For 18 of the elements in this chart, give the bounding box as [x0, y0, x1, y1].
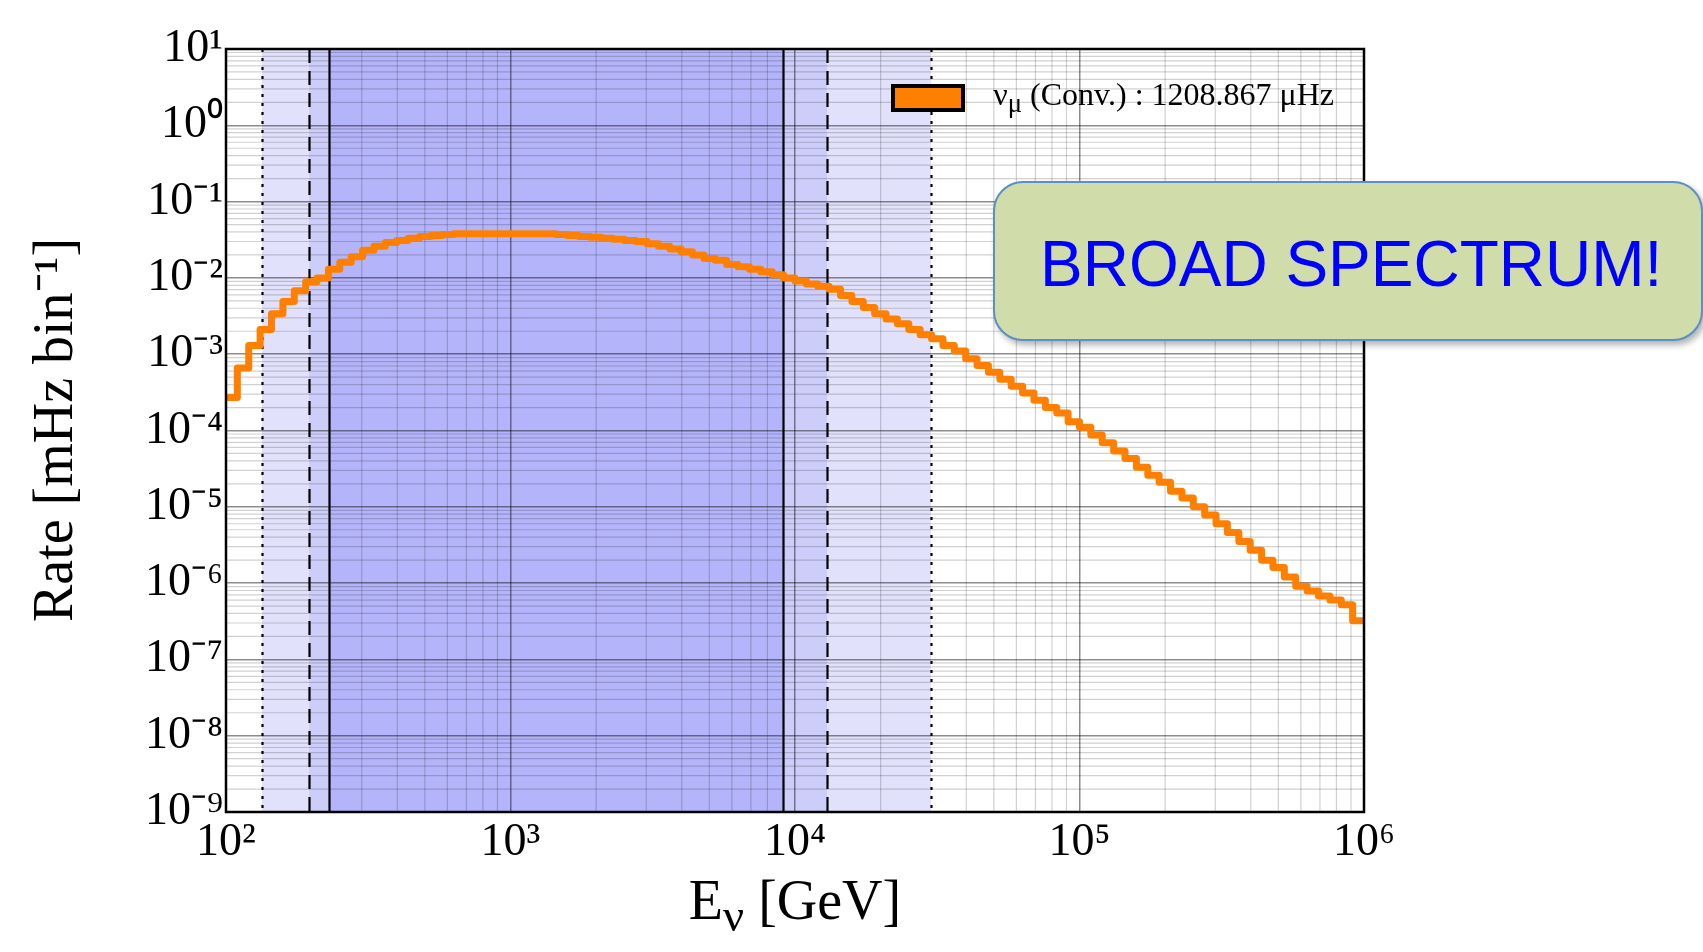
y-tick-label: 10⁻¹ — [147, 172, 223, 224]
legend-label: ν$_{μ}$ (Conv.) : 1208.867 μHz — [993, 76, 1334, 120]
y-tick-label: 10⁻⁷ — [144, 630, 223, 682]
y-tick-label: 10⁻⁸ — [144, 706, 223, 758]
y-axis-title: Rate [mHz bin⁻¹] — [21, 237, 85, 623]
x-tick-label: 10⁵ — [1048, 813, 1111, 865]
y-tick-label: 10⁰ — [161, 96, 223, 148]
x-axis-title: E$_{ν}$ [GeV] — [687, 868, 903, 943]
y-tick-label: 10⁻² — [147, 248, 223, 300]
x-tick-label: 10⁶ — [1332, 813, 1396, 865]
y-tick-label: 10⁻⁵ — [144, 477, 223, 529]
y-tick-label: 10¹ — [163, 20, 223, 72]
annotation: BROAD SPECTRUM! — [1040, 227, 1663, 301]
y-tick-label: 10⁻⁴ — [144, 401, 223, 453]
y-tick-label: 10⁻⁶ — [144, 554, 223, 606]
x-tick-label: 10³ — [480, 813, 541, 865]
x-tick-label: 10⁴ — [763, 813, 827, 865]
y-tick-label: 10⁻³ — [147, 325, 223, 377]
